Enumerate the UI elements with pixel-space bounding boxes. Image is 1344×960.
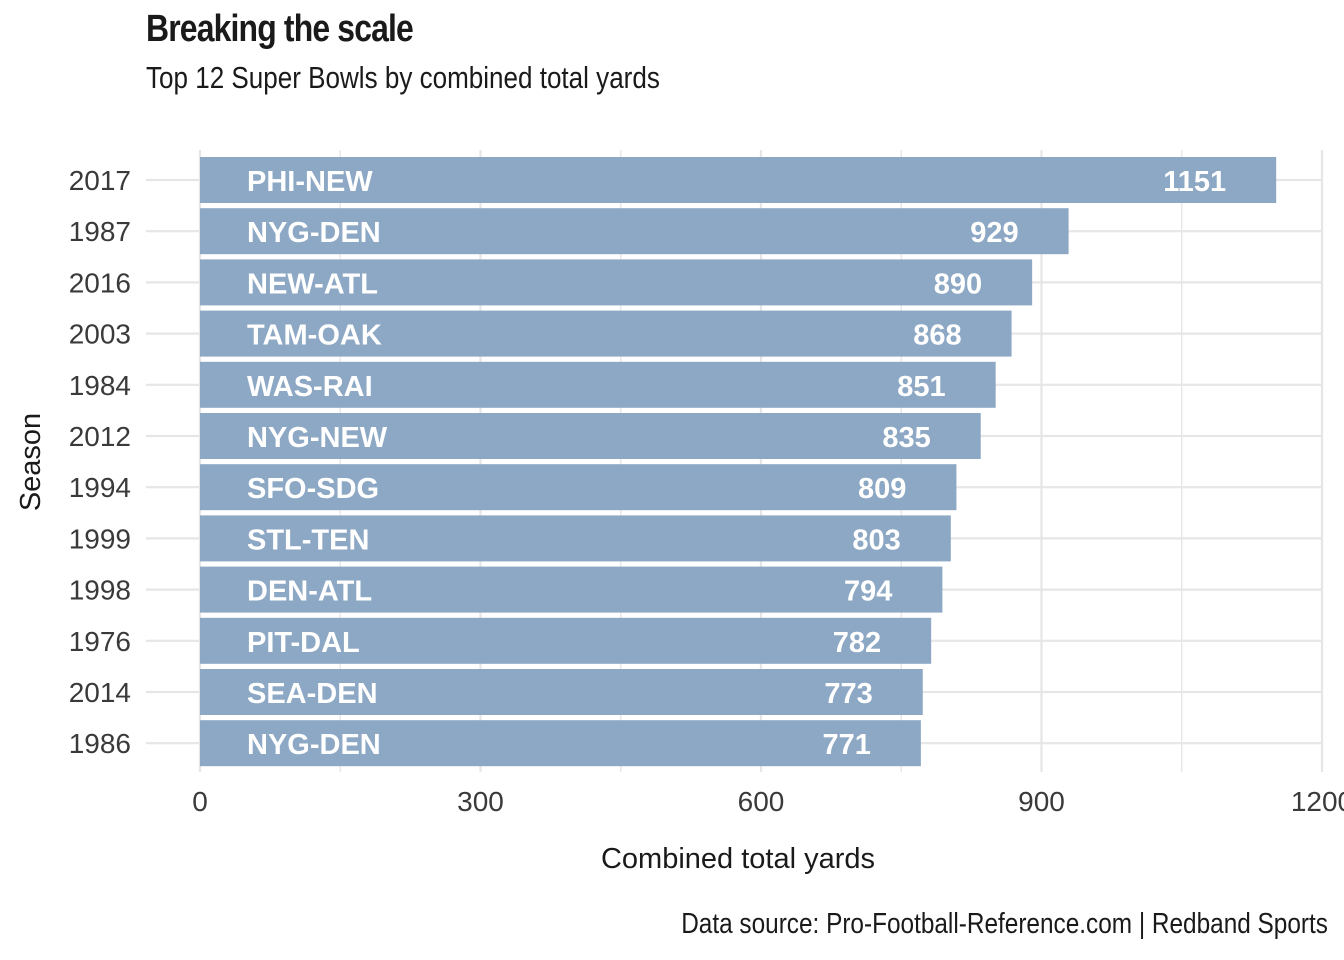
matchup-label: PIT-DAL [247,627,360,659]
chart-subtitle: Top 12 Super Bowls by combined total yar… [146,60,660,95]
matchup-label: NYG-NEW [247,422,388,454]
chart-title: Breaking the scale [146,8,414,50]
bar [200,310,1012,357]
matchup-label: TAM-OAK [247,320,382,352]
value-label: 1151 [1163,166,1226,198]
x-tick-label: 900 [1018,786,1065,817]
y-tick-label: 2017 [69,165,131,196]
value-label: 890 [934,268,982,300]
bar [200,464,957,511]
value-label: 773 [824,678,872,710]
y-tick-label: 1999 [69,523,131,554]
value-label: 794 [844,576,892,608]
y-tick-label: 1976 [69,626,131,657]
bar [200,157,1277,203]
value-label: 835 [882,422,930,454]
value-label: 771 [822,729,870,761]
bar [200,515,951,562]
matchup-label: NYG-DEN [247,729,381,761]
bars [200,157,1277,767]
bar [200,566,943,613]
bar [200,617,932,664]
bar [200,720,921,767]
value-label: 851 [897,371,945,403]
x-tick-label: 600 [738,786,785,817]
y-tick-label: 2003 [69,319,131,350]
axes: 2017 1987 2016 2003 1984 2012 1994 1999 1998 1976… [69,165,1344,817]
bar [200,361,996,408]
matchup-label: PHI-NEW [247,166,373,198]
bar [200,208,1069,255]
value-label: 803 [852,524,900,556]
value-label: 809 [858,473,906,505]
matchup-label: SFO-SDG [247,473,379,505]
matchup-label: STL-TEN [247,524,369,556]
bar [200,259,1033,306]
y-tick-label: 1986 [69,728,131,759]
matchup-label: NEW-ATL [247,268,378,300]
y-axis-title: Season [15,413,47,511]
y-tick-label: 1984 [69,370,131,401]
value-label: 929 [970,217,1018,249]
x-tick-label: 0 [192,786,208,817]
bar [200,669,923,715]
bar [200,413,981,459]
y-tick-label: 2012 [69,421,131,452]
matchup-label: DEN-ATL [247,576,372,608]
bar-labels: PHI-NEW 1151 NYG-DEN 929 NEW-ATL 890 TAM-OAK 86… [247,166,1226,761]
x-tick-label: 1200 [1291,786,1344,817]
y-tick-label: 1998 [69,575,131,606]
matchup-label: WAS-RAI [247,371,373,403]
matchup-label: NYG-DEN [247,217,381,249]
x-axis-title: Combined total yards [601,843,875,875]
value-label: 782 [833,627,881,659]
value-label: 868 [913,320,961,352]
y-tick-label: 1994 [69,472,131,503]
y-tick-label: 2014 [69,677,131,708]
data-source-caption: Data source: Pro-Football-Reference.com … [681,908,1328,940]
y-tick-label: 1987 [69,216,131,247]
y-tick-label: 2016 [69,267,131,298]
x-tick-label: 300 [457,786,504,817]
matchup-label: SEA-DEN [247,678,378,710]
